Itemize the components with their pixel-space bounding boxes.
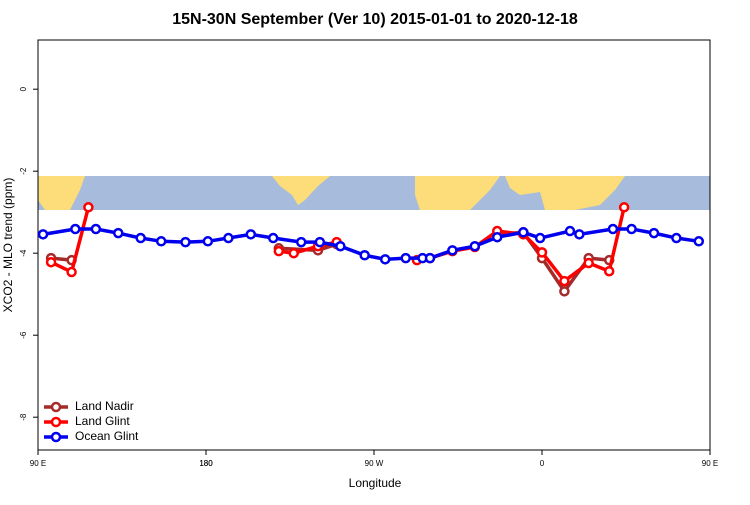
data-point bbox=[70, 223, 81, 235]
data-point bbox=[379, 254, 391, 265]
data-point bbox=[400, 252, 411, 264]
data-point bbox=[180, 236, 191, 248]
legend-label: Land Glint bbox=[75, 414, 130, 428]
x-axis-label: Longitude bbox=[349, 476, 402, 490]
data-point bbox=[288, 247, 299, 259]
x-tick-label: 90 W bbox=[365, 459, 384, 468]
data-point bbox=[135, 232, 146, 244]
data-point bbox=[648, 227, 660, 239]
data-point bbox=[559, 275, 570, 287]
data-point bbox=[534, 232, 546, 244]
data-point bbox=[202, 236, 214, 247]
y-axis-label: XCO2 - MLO trend (ppm) bbox=[1, 178, 15, 313]
data-point bbox=[536, 247, 548, 258]
data-point bbox=[574, 229, 585, 240]
data-point bbox=[518, 227, 529, 238]
data-point bbox=[559, 286, 570, 297]
x-tick-label: 90 E bbox=[702, 459, 718, 468]
data-point bbox=[693, 236, 705, 247]
data-point bbox=[626, 223, 637, 235]
data-point bbox=[671, 232, 682, 244]
map-band bbox=[38, 176, 710, 210]
y-tick-label: 0 bbox=[19, 86, 28, 91]
y-tick-label: -6 bbox=[19, 331, 28, 339]
data-point bbox=[491, 231, 503, 243]
data-point bbox=[469, 240, 481, 252]
data-point bbox=[603, 265, 615, 277]
data-point bbox=[66, 266, 77, 278]
chart-title: 15N-30N September (Ver 10) 2015-01-01 to… bbox=[172, 11, 578, 28]
y-tick-label: -2 bbox=[19, 167, 28, 175]
data-point bbox=[267, 232, 279, 244]
legend-marker bbox=[50, 401, 62, 413]
data-point bbox=[583, 257, 594, 269]
data-point bbox=[273, 245, 285, 257]
data-point bbox=[295, 236, 307, 248]
data-point bbox=[155, 236, 167, 247]
data-point bbox=[424, 252, 436, 264]
plot-frame bbox=[37, 39, 711, 451]
y-tick-label: -4 bbox=[19, 249, 28, 257]
x-tick-label: 90 E bbox=[30, 459, 46, 468]
data-point bbox=[314, 236, 326, 248]
data-point bbox=[447, 245, 458, 256]
data-point bbox=[90, 223, 102, 235]
legend-marker bbox=[50, 416, 62, 428]
data-point bbox=[607, 223, 619, 235]
data-point bbox=[618, 202, 630, 213]
legend-label: Ocean Glint bbox=[75, 429, 139, 443]
legend-label: Land Nadir bbox=[75, 399, 134, 413]
legend-marker bbox=[50, 431, 62, 443]
series-line bbox=[50, 230, 610, 295]
data-point bbox=[113, 227, 124, 239]
data-point bbox=[245, 229, 257, 240]
data-point bbox=[37, 229, 49, 240]
data-point bbox=[45, 256, 57, 268]
data-point bbox=[335, 240, 346, 252]
data-point bbox=[223, 232, 234, 244]
data-point bbox=[564, 225, 576, 237]
data-point bbox=[83, 202, 94, 213]
y-tick-label: -8 bbox=[19, 413, 28, 421]
x-tick-label: 180 bbox=[199, 459, 213, 468]
data-point bbox=[359, 250, 370, 261]
x-tick-label: 0 bbox=[540, 459, 545, 468]
x-tick-label: 180 bbox=[199, 459, 213, 468]
